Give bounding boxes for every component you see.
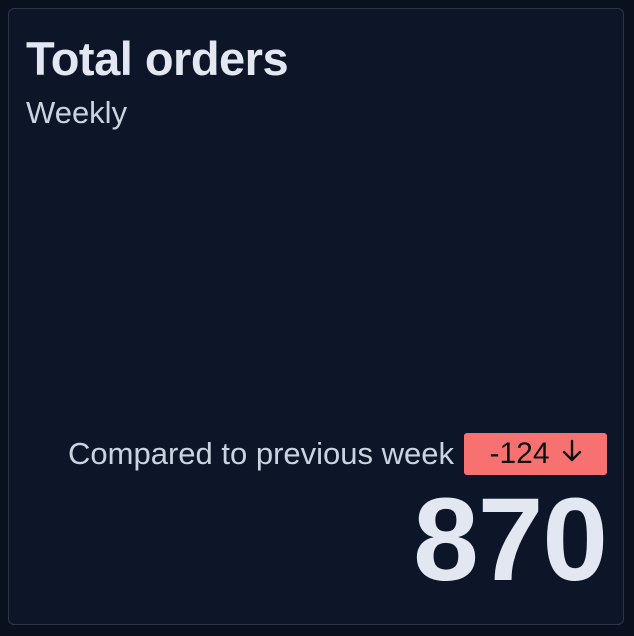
total-orders-card: Total orders Weekly Compared to previous… [8,8,624,625]
card-subtitle: Weekly [26,95,128,130]
total-orders-value: 870 [413,474,608,606]
comparison-row: Compared to previous week -124 [68,433,607,475]
arrow-down-icon [562,437,582,471]
delta-value: -124 [489,437,550,470]
card-title: Total orders [26,32,289,85]
delta-badge: -124 [464,433,607,475]
comparison-label: Compared to previous week [68,436,454,471]
